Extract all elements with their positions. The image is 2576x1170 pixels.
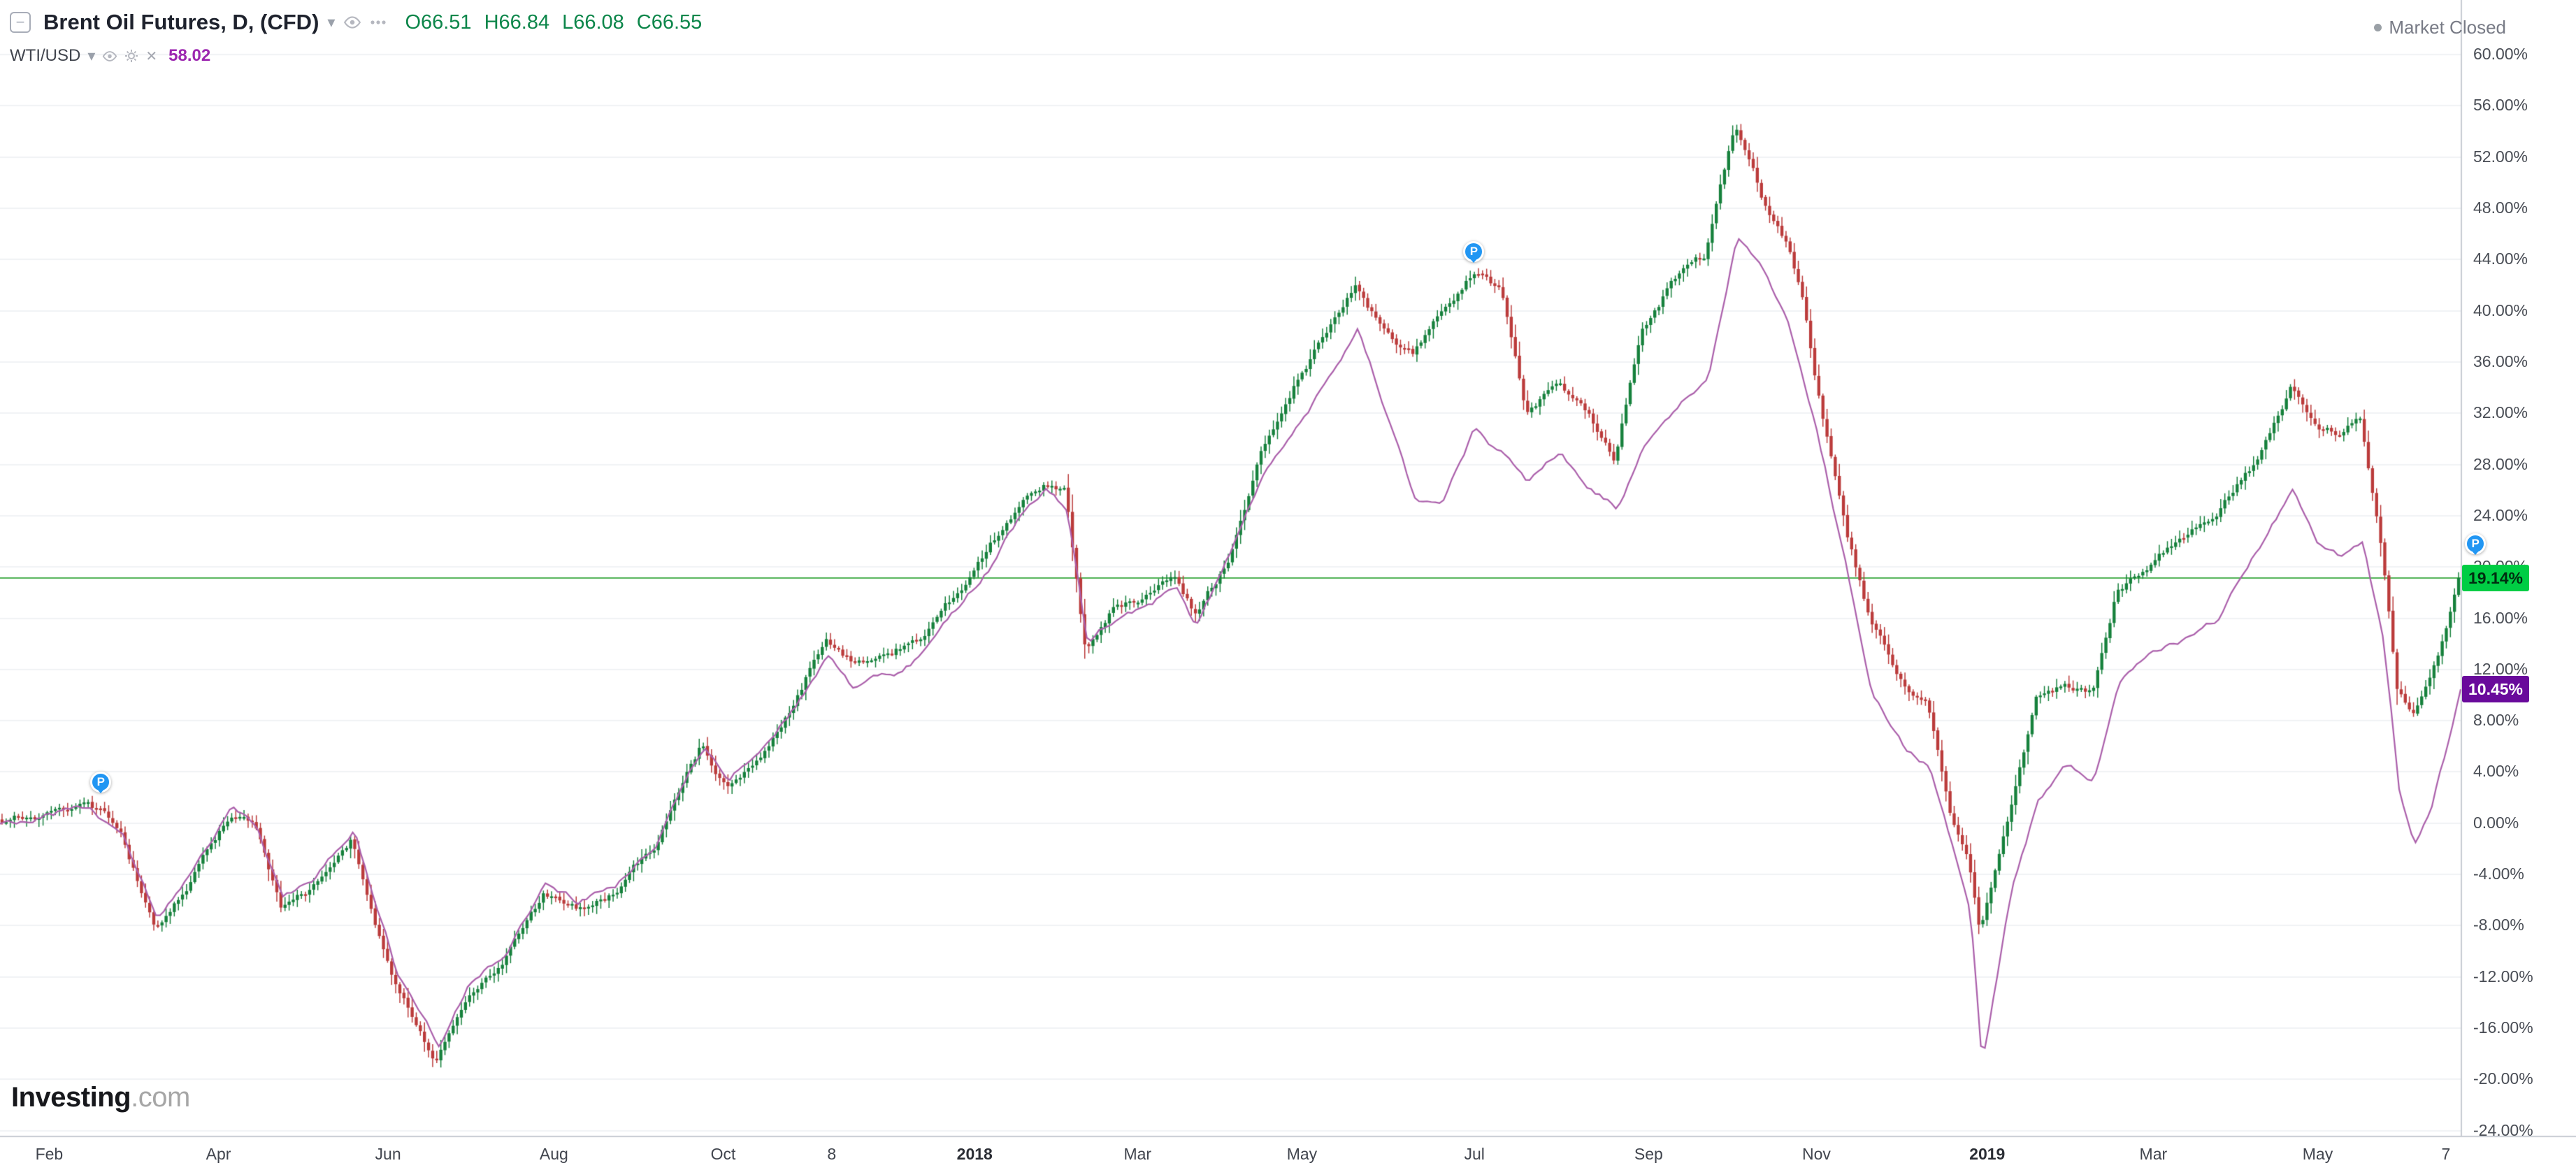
symbol-title[interactable]: Brent Oil Futures, D, (CFD) — [43, 10, 319, 34]
chevron-down-icon[interactable]: ▾ — [327, 13, 336, 31]
x-axis-tick-label: Oct — [710, 1145, 736, 1163]
x-axis-tick-label: 8 — [827, 1145, 837, 1163]
y-axis-tick-label: -12.00% — [2473, 967, 2533, 985]
y-axis-tick-label: 20.00% — [2473, 557, 2528, 576]
compare-value: 58.02 — [168, 46, 211, 65]
x-axis-tick-label: 7 — [2441, 1145, 2451, 1163]
legend-collapse-icon[interactable]: − — [10, 12, 31, 33]
x-axis-tick-label: 2019 — [1969, 1145, 2006, 1163]
publication-marker[interactable]: P — [90, 772, 112, 793]
open-value: O66.51 — [405, 10, 472, 34]
y-axis-tick-label: 12.00% — [2473, 659, 2528, 678]
x-axis-tick-label: May — [1286, 1145, 1318, 1163]
y-axis-tick-label: 24.00% — [2473, 505, 2528, 524]
gear-icon[interactable] — [124, 49, 138, 63]
x-axis-tick-label: Mar — [2139, 1145, 2168, 1163]
x-axis-tick-label: Feb — [35, 1145, 64, 1163]
remove-compare-icon[interactable]: ✕ — [145, 48, 158, 64]
market-status-dot-icon — [2374, 24, 2382, 31]
x-axis-tick-label: 2018 — [956, 1145, 993, 1163]
y-axis-tick-label: -16.00% — [2473, 1018, 2533, 1037]
y-axis-tick-label: 0.00% — [2473, 813, 2519, 832]
x-axis-tick-label: Jul — [1464, 1145, 1485, 1163]
logo-brand: Investing — [11, 1082, 131, 1113]
x-axis-tick-label: Aug — [539, 1145, 568, 1163]
publication-marker[interactable]: P — [2465, 533, 2487, 555]
compare-symbol-label[interactable]: WTI/USD — [10, 46, 81, 65]
logo-tld: .com — [131, 1082, 190, 1113]
close-value: C66.55 — [636, 10, 703, 34]
chevron-down-icon[interactable]: ▾ — [87, 47, 96, 64]
time-axis[interactable]: Feb Apr Jun Aug Oct 8 2018 Mar May Jul Sep Nov 2019 M… — [0, 1136, 2576, 1170]
legend: − Brent Oil Futures, D, (CFD) ▾ O66.51 H… — [10, 10, 702, 66]
y-axis-tick-label: 8.00% — [2473, 711, 2519, 730]
main-series-row: − Brent Oil Futures, D, (CFD) ▾ O66.51 H… — [10, 10, 702, 35]
y-axis-tick-label: 32.00% — [2473, 403, 2528, 422]
y-axis-tick-label: 52.00% — [2473, 147, 2528, 166]
y-axis-tick-label: 56.00% — [2473, 96, 2528, 115]
compare-series-row: WTI/USD ▾ ✕ 58.02 — [10, 46, 702, 66]
y-axis-tick-label: -20.00% — [2473, 1069, 2533, 1088]
x-axis-tick-label: Mar — [1123, 1145, 1152, 1163]
y-axis-tick-label: 44.00% — [2473, 250, 2528, 268]
publication-marker[interactable]: P — [1463, 241, 1485, 263]
market-status: Market Closed — [2374, 17, 2506, 38]
eye-icon[interactable] — [102, 50, 117, 62]
y-axis-tick-label: 16.00% — [2473, 608, 2528, 627]
y-axis-tick-label: 48.00% — [2473, 198, 2528, 217]
market-status-label: Market Closed — [2389, 17, 2506, 38]
y-axis-tick-label: 40.00% — [2473, 301, 2528, 319]
y-axis-tick-label: -4.00% — [2473, 865, 2524, 883]
x-axis-tick-label: Sep — [1634, 1145, 1663, 1163]
investing-logo[interactable]: Investing.com — [11, 1082, 190, 1113]
eye-icon[interactable] — [343, 16, 361, 29]
y-axis-tick-label: 28.00% — [2473, 454, 2528, 473]
y-axis-tick-label: 60.00% — [2473, 45, 2528, 63]
y-axis-tick-label: 4.00% — [2473, 762, 2519, 781]
x-axis-tick-label: Nov — [1802, 1145, 1831, 1163]
more-options-icon[interactable] — [370, 20, 387, 25]
ohlc-values: O66.51 H66.84 L66.08 C66.55 — [405, 11, 702, 34]
x-axis-tick-label: Apr — [206, 1145, 231, 1163]
y-axis-tick-label: -8.00% — [2473, 916, 2524, 934]
y-axis-tick-label: -24.00% — [2473, 1120, 2533, 1139]
price-axis[interactable]: 60.00% 56.00% 52.00% 48.00% 44.00% 40.00% 36.0… — [2461, 0, 2576, 1139]
high-value: H66.84 — [484, 10, 550, 34]
x-axis-tick-label: May — [2302, 1145, 2333, 1163]
y-axis-tick-label: 36.00% — [2473, 352, 2528, 370]
x-axis-tick-label: Jun — [375, 1145, 401, 1163]
low-value: L66.08 — [562, 10, 624, 34]
